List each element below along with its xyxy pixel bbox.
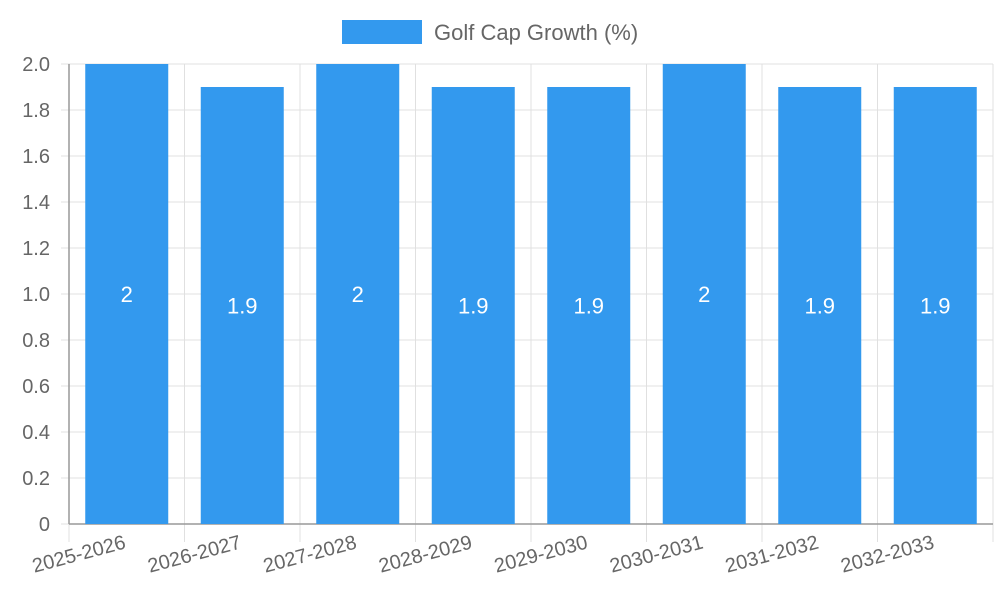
- bar: [662, 64, 746, 524]
- legend-swatch: [342, 20, 422, 44]
- y-tick-label: 0.8: [22, 330, 50, 352]
- y-axis-tick-labels: 0 0.2 0.4 0.6 0.8 1.0 1.2 1.4 1.6 1.8 2.0: [22, 54, 50, 536]
- y-tick-label: 1.2: [22, 238, 50, 260]
- x-tick-label: 2032-2033: [838, 532, 936, 578]
- x-tick-label: 2031-2032: [723, 532, 821, 578]
- bar-value-label: 2: [698, 282, 710, 307]
- y-tick-label: 0: [39, 514, 50, 536]
- x-tick-label: 2027-2028: [261, 532, 359, 578]
- bar-value-label: 1.9: [227, 294, 258, 319]
- bar: [316, 64, 400, 524]
- y-tick-label: 0.6: [22, 376, 50, 398]
- bar: [85, 64, 169, 524]
- bar-value-label: 1.9: [573, 294, 604, 319]
- y-tick-label: 1.6: [22, 146, 50, 168]
- bar-value-label: 1.9: [804, 294, 835, 319]
- bar-value-label: 2: [121, 282, 133, 307]
- x-axis-tick-labels: 2025-2026 2026-2027 2027-2028 2028-2029 2029…: [30, 532, 937, 578]
- x-tick-label: 2029-2030: [492, 532, 590, 578]
- bar: [200, 87, 284, 524]
- y-tick-label: 1.4: [22, 192, 50, 214]
- y-tick-label: 0.4: [22, 422, 50, 444]
- bar: [547, 87, 631, 524]
- x-tick-label: 2028-2029: [376, 532, 474, 578]
- x-tick-label: 2026-2027: [145, 532, 243, 578]
- legend: Golf Cap Growth (%): [342, 20, 638, 45]
- x-tick-label: 2030-2031: [607, 532, 705, 578]
- bar: [778, 87, 862, 524]
- bar-value-label: 2: [352, 282, 364, 307]
- y-tick-label: 0.2: [22, 468, 50, 490]
- legend-label: Golf Cap Growth (%): [434, 20, 638, 45]
- bar-value-label: 1.9: [458, 294, 489, 319]
- y-tick-label: 1.0: [22, 284, 50, 306]
- x-tick-label: 2025-2026: [30, 532, 128, 578]
- bar: [893, 87, 977, 524]
- bars: 2 1.9 2 1.9 1.9 2 1.9 1.9: [85, 64, 977, 524]
- y-tick-label: 1.8: [22, 100, 50, 122]
- bar: [431, 87, 515, 524]
- y-tick-label: 2.0: [22, 54, 50, 76]
- bar-value-label: 1.9: [920, 294, 951, 319]
